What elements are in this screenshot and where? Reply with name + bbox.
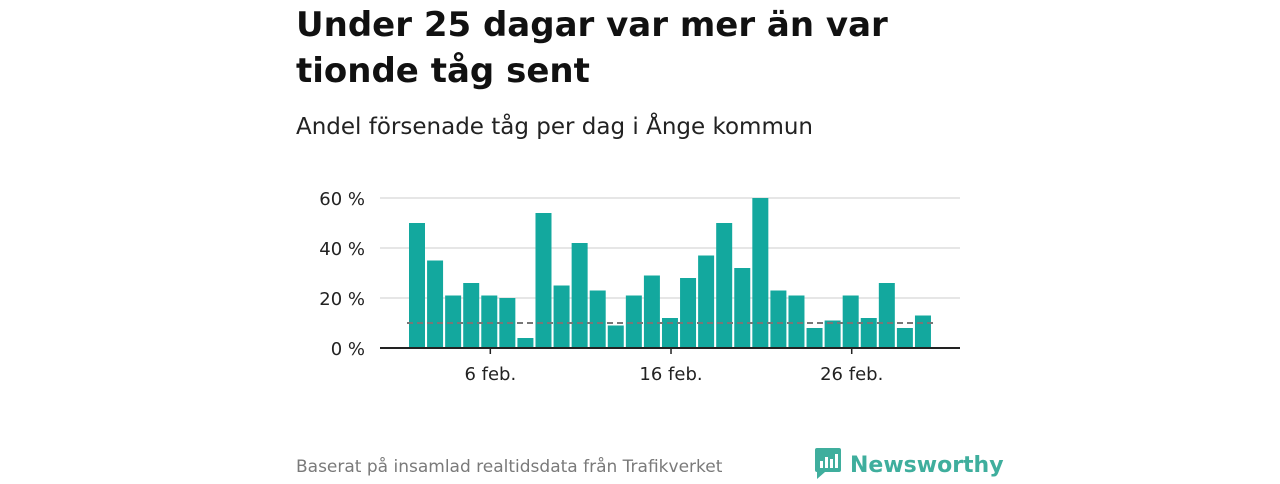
bar: [535, 213, 552, 348]
bar: [896, 328, 913, 348]
bar: [445, 295, 462, 348]
bar: [643, 275, 660, 348]
bar: [806, 328, 823, 348]
bar: [463, 283, 480, 348]
bar: [409, 223, 425, 348]
bar: [734, 268, 751, 348]
bars: [409, 198, 931, 348]
x-tick-label: 6 feb.: [464, 364, 516, 385]
bar: [878, 283, 895, 348]
bar: [553, 285, 570, 348]
bar: [607, 325, 624, 348]
brand-name: Newsworthy: [850, 452, 1004, 478]
chart-title: Under 25 dagar var mer än var tionde tåg…: [296, 5, 888, 91]
chart-subtitle: Andel försenade tåg per dag i Ånge kommu…: [296, 114, 814, 140]
bar: [427, 260, 444, 348]
y-tick-label: 40 %: [319, 239, 365, 260]
y-tick-label: 20 %: [319, 289, 365, 310]
bar-chart: 0 % 20 % 40 % 60 % 6 feb. 16 feb. 26 feb.: [319, 189, 960, 385]
bar: [661, 318, 678, 348]
bar: [914, 315, 931, 348]
bar: [698, 255, 715, 348]
bar: [752, 198, 769, 348]
y-axis-labels: 0 % 20 % 40 % 60 %: [319, 189, 365, 360]
bar: [625, 295, 642, 348]
x-tick-label: 16 feb.: [639, 364, 702, 385]
x-axis-ticks: 6 feb. 16 feb. 26 feb.: [464, 348, 883, 385]
bar: [571, 243, 588, 348]
bar: [842, 295, 859, 348]
bar: [824, 320, 841, 348]
y-tick-label: 60 %: [319, 189, 365, 210]
bar: [589, 290, 606, 348]
bar: [680, 278, 697, 348]
bar: [517, 338, 534, 348]
bar: [716, 223, 733, 348]
brand-logo: Newsworthy: [814, 446, 1004, 484]
y-tick-label: 0 %: [331, 339, 365, 360]
newsworthy-logo-icon: [814, 446, 842, 484]
source-note: Baserat på insamlad realtidsdata från Tr…: [296, 457, 723, 477]
bar: [860, 318, 877, 348]
bar: [770, 290, 787, 348]
x-tick-label: 26 feb.: [820, 364, 883, 385]
bar: [481, 295, 498, 348]
bar: [788, 295, 805, 348]
